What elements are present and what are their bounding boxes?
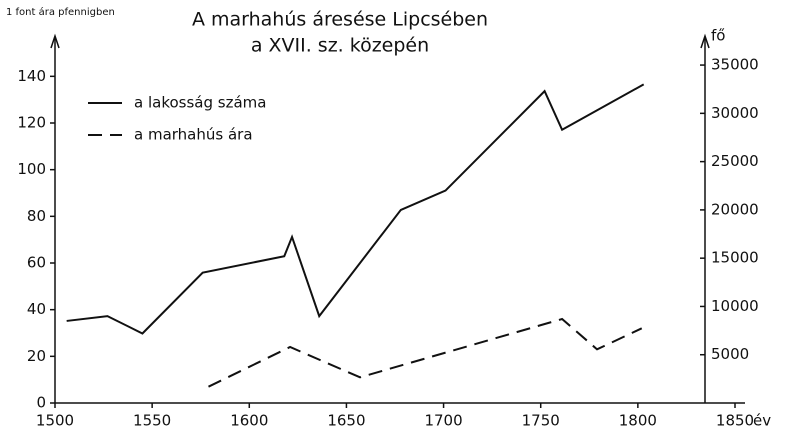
x-tick-label: 1700 — [424, 412, 462, 430]
y-axis-label: 1 font ára pfennigben — [6, 6, 115, 18]
chart-title: A marhahús áresése Lipcsében — [192, 9, 488, 31]
y-tick-label: 100 — [17, 160, 46, 178]
y-tick-label: 20 — [27, 347, 46, 365]
series-line — [208, 317, 643, 388]
y-tick-label: 120 — [17, 114, 46, 132]
y2-tick-label: 30000 — [711, 104, 759, 122]
legend-label: a lakosság száma — [134, 94, 266, 112]
x-tick-label: 1750 — [522, 412, 560, 430]
x-tick-label: 1550 — [133, 412, 171, 430]
y2-axis-label: fő — [711, 27, 725, 45]
x-tick-label: 1500 — [36, 412, 74, 430]
y-tick-label: 40 — [27, 300, 46, 318]
y2-tick-label: 15000 — [711, 249, 759, 267]
chart-subtitle: a XVII. sz. közepén — [251, 35, 429, 57]
y-tick-label: 140 — [17, 67, 46, 85]
y-tick-label: 0 — [36, 394, 46, 412]
legend-label: a marhahús ára — [134, 126, 253, 144]
y-arrow — [50, 33, 60, 49]
y2-tick-label: 25000 — [711, 152, 759, 170]
series-line — [66, 83, 645, 335]
y2-tick-label: 5000 — [711, 345, 749, 363]
y2-tick-label: 10000 — [711, 297, 759, 315]
y-tick-label: 80 — [27, 207, 46, 225]
y2-arrow — [700, 33, 710, 49]
x-tick-label: 1800 — [619, 412, 657, 430]
x-tick-label: 1850 — [716, 412, 754, 430]
y2-tick-label: 20000 — [711, 200, 759, 218]
y-tick-label: 60 — [27, 254, 46, 272]
y2-tick-label: 35000 — [711, 56, 759, 74]
x-axis-label: év — [753, 412, 771, 430]
x-tick-label: 1600 — [230, 412, 268, 430]
x-tick-label: 1650 — [327, 412, 365, 430]
